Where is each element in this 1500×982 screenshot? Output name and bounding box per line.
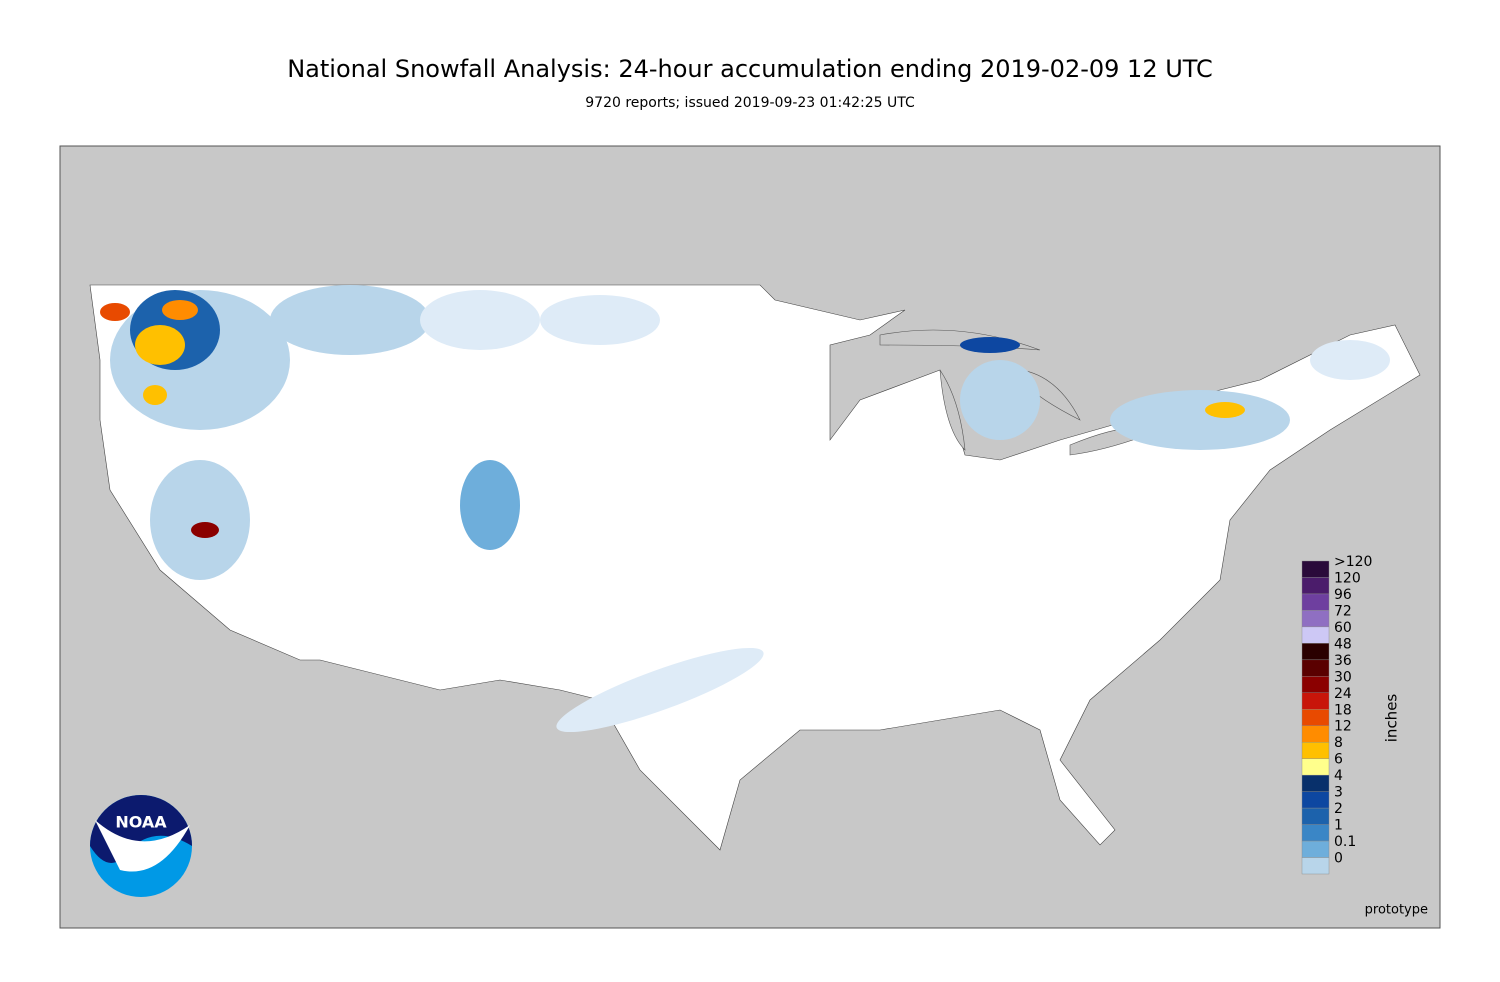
- legend-label: 3: [1334, 785, 1343, 801]
- title: National Snowfall Analysis: 24-hour accu…: [287, 55, 1213, 83]
- legend-swatch: [1301, 791, 1330, 809]
- legend-label: 4: [1334, 768, 1343, 784]
- legend-label: 18: [1334, 702, 1352, 718]
- legend-swatch: [1301, 824, 1330, 842]
- legend-swatch: [1301, 626, 1330, 644]
- us-land: [89, 284, 1421, 851]
- legend-unit: inches: [1383, 694, 1401, 743]
- legend-swatch: [1301, 725, 1330, 743]
- legend-label: 24: [1334, 686, 1352, 702]
- legend-label: 2: [1334, 801, 1343, 817]
- legend-swatch: [1301, 857, 1330, 875]
- legend-swatch: [1301, 774, 1330, 792]
- legend-label: 8: [1334, 735, 1343, 751]
- legend-label: 36: [1334, 653, 1352, 669]
- legend-label: 72: [1334, 603, 1352, 619]
- legend-swatch: [1301, 659, 1330, 677]
- legend-label: 0.1: [1334, 834, 1356, 850]
- legend-swatch: [1301, 610, 1330, 628]
- legend-label: 12: [1334, 719, 1352, 735]
- legend-swatch: [1301, 692, 1330, 710]
- legend-label: 0: [1334, 851, 1343, 867]
- legend-swatch: [1301, 676, 1330, 693]
- map: NOAA prototype: [59, 145, 1441, 929]
- legend-swatch: [1301, 840, 1330, 858]
- legend-swatch: [1301, 577, 1330, 595]
- legend-label: >120: [1334, 554, 1372, 570]
- legend-label: 120: [1334, 570, 1361, 586]
- legend-swatch: [1301, 643, 1330, 661]
- legend-swatch: [1301, 742, 1330, 759]
- legend-label: 96: [1334, 587, 1352, 603]
- legend-label: 30: [1334, 669, 1352, 685]
- noaa-logo: NOAA: [90, 795, 192, 897]
- legend-label: 1: [1334, 818, 1343, 834]
- legend-label: 48: [1334, 636, 1352, 652]
- logo-text: NOAA: [115, 813, 167, 832]
- note: prototype: [1365, 903, 1428, 918]
- subtitle: 9720 reports; issued 2019-09-23 01:42:25…: [585, 95, 915, 111]
- legend-label: 60: [1334, 620, 1352, 636]
- legend-swatch: [1301, 593, 1330, 611]
- legend-swatch: [1301, 709, 1330, 726]
- legend-swatch: [1301, 807, 1330, 825]
- snow-areas: [100, 285, 1390, 733]
- legend-swatch: [1301, 758, 1330, 776]
- legend-label: 6: [1334, 752, 1343, 768]
- legend-swatch: [1301, 560, 1330, 578]
